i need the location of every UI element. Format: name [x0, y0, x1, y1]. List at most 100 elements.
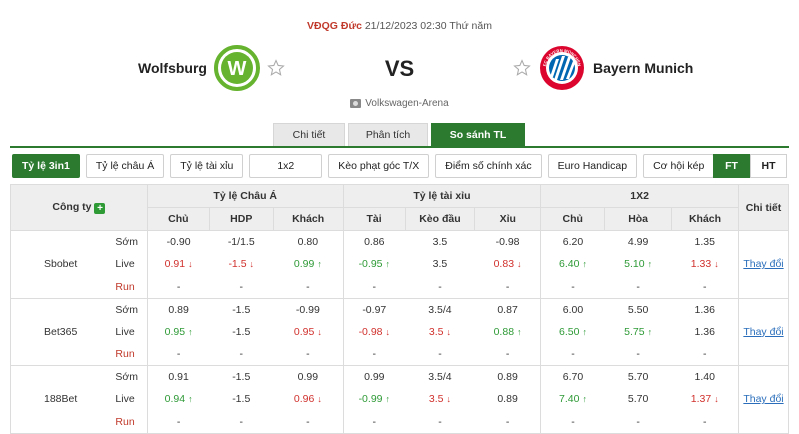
odds-cell: - — [405, 343, 475, 366]
odds-value: 0.94 — [164, 393, 186, 406]
odds-cell: 3.5 ↓ — [405, 388, 475, 411]
odds-cell: -1.5 — [209, 298, 273, 321]
odds-cell: 0.89 — [475, 366, 541, 389]
odds-value: 3.5/4 — [428, 303, 452, 316]
odds-cell: 3.5 — [405, 253, 475, 276]
odds-value: -0.95 — [358, 258, 383, 271]
ht-toggle-button[interactable]: HT — [750, 154, 787, 178]
change-history-link[interactable]: Thay đổi — [743, 258, 784, 271]
odds-filter-bar: Tỷ lệ 3in1 Tỷ lệ châu Á Tỷ lệ tài xỉu 1x… — [12, 154, 715, 178]
odds-cell: 5.75 ↑ — [605, 321, 672, 344]
odds-cell: 0.86 — [342, 230, 405, 253]
odds-cell: - — [146, 343, 210, 366]
odds-value: - — [372, 348, 377, 360]
odds-value: 5.70 — [627, 393, 649, 406]
odds-value: 0.80 — [297, 236, 319, 248]
match-tabs: Chi tiết Phân tích So sánh TL — [273, 123, 525, 146]
odds-value: - — [636, 348, 640, 360]
odds-cell: 3.5/4 — [405, 298, 475, 321]
table-row: Bet365 Sớm 0.89 -1.5 -0.99 -0.97 3.5/4 0.87 6.00… — [10, 298, 790, 366]
odds-cell: -0.90 — [146, 230, 210, 253]
favorite-star-icon[interactable] — [513, 59, 531, 77]
col-header: HDP — [208, 207, 274, 231]
arrow-up-icon: ↑ — [582, 326, 587, 337]
detail-cell: Thay đổi — [737, 365, 790, 434]
change-history-link[interactable]: Thay đổi — [743, 325, 784, 338]
filter-euro-handicap-button[interactable]: Euro Handicap — [547, 154, 638, 178]
odds-value: 3.5 — [432, 236, 448, 248]
odds-cell: 0.88 ↑ — [475, 321, 541, 344]
detail-cell: Thay đổi — [737, 298, 790, 366]
odds-value: -1.5 — [232, 325, 251, 338]
odds-cell: 0.91 — [146, 365, 210, 388]
tab-phan-tich[interactable]: Phân tích — [348, 123, 428, 146]
tab-so-sanh-tl[interactable]: So sánh TL — [431, 123, 525, 146]
odds-value: -0.98 — [495, 236, 520, 248]
away-team-name[interactable]: Bayern Munich — [593, 60, 694, 76]
odds-value: 7.40 — [559, 393, 580, 406]
company-name: Bet365 — [10, 298, 106, 366]
filter-over-under-button[interactable]: Tỷ lệ tài xỉu — [170, 154, 244, 178]
filter-1x2-button[interactable]: 1x2 — [249, 154, 323, 178]
filter-asian-button[interactable]: Tỷ lệ châu Á — [85, 154, 165, 178]
odds-cell: - — [604, 343, 672, 366]
col-header: Kèo đầu — [404, 207, 476, 231]
arrow-up-icon: ↑ — [582, 394, 587, 405]
arrow-up-icon: ↑ — [647, 259, 653, 270]
odds-cell: - — [342, 343, 405, 366]
odds-cell: 0.99 — [273, 366, 343, 389]
period-toggle: FT HT — [713, 154, 787, 178]
odds-value: 4.99 — [627, 236, 649, 248]
odds-value: 0.86 — [364, 236, 385, 248]
odds-cell: 0.83 ↓ — [475, 253, 541, 276]
odds-value: 6.50 — [559, 325, 580, 338]
odds-cell: 7.40 ↑ — [540, 388, 605, 411]
odds-value: -0.98 — [358, 325, 383, 338]
arrow-down-icon: ↓ — [317, 394, 322, 405]
filter-corner-button[interactable]: Kèo phạt góc T/X — [328, 154, 430, 178]
odds-value: 0.89 — [497, 393, 518, 406]
league-name[interactable]: VĐQG Đức — [307, 20, 362, 32]
table-row: Live 0.94 ↑ -1.5 0.96 ↓ -0.99 ↑ 3.5 ↓ 0.89 7.40 ↑ 5.7… — [11, 388, 789, 411]
odds-cell: -1.5 — [209, 321, 273, 344]
odds-cell: -0.99 ↑ — [342, 388, 405, 411]
filter-correct-score-button[interactable]: Điểm số chính xác — [435, 154, 542, 178]
arrow-up-icon: ↑ — [188, 394, 193, 405]
odds-cell: 0.87 — [475, 298, 541, 321]
odds-cell: 1.35 — [672, 231, 739, 254]
bayern-munich-logo-icon: FC BAYERN MÜNCHEN — [540, 46, 584, 90]
ft-toggle-button[interactable]: FT — [713, 154, 750, 178]
filter-double-chance-button[interactable]: Cơ hội kép — [643, 154, 715, 178]
arrow-up-icon: ↑ — [517, 326, 522, 337]
odds-value: - — [372, 280, 377, 293]
arrow-up-icon: ↑ — [385, 259, 391, 270]
odds-value: 1.36 — [694, 325, 715, 338]
arrow-up-icon: ↑ — [317, 259, 322, 270]
odds-cell: 5.10 ↑ — [605, 253, 672, 276]
odds-value: - — [239, 348, 243, 360]
arrow-up-icon: ↑ — [582, 259, 587, 270]
odds-cell: - — [209, 343, 274, 366]
home-team-name[interactable]: Wolfsburg — [138, 60, 207, 76]
arrow-up-icon: ↑ — [385, 394, 391, 405]
odds-cell: - — [474, 275, 541, 299]
venue: Volkswagen-Arena — [0, 98, 799, 111]
odds-row-type: Sớm — [115, 303, 139, 316]
col-header: Chủ — [540, 207, 606, 231]
odds-cell: 0.89 — [146, 298, 210, 321]
filter-3in1-button[interactable]: Tỷ lệ 3in1 — [12, 154, 80, 178]
odds-value: 3.5 — [428, 393, 444, 406]
odds-value: - — [571, 348, 575, 360]
arrow-down-icon: ↓ — [249, 259, 255, 270]
odds-value: - — [438, 348, 442, 360]
favorite-star-icon[interactable] — [267, 59, 285, 77]
change-history-link[interactable]: Thay đổi — [743, 393, 784, 406]
odds-value: -0.90 — [166, 236, 191, 248]
odds-value: - — [239, 280, 243, 293]
odds-value: 1.35 — [694, 236, 715, 248]
tab-chi-tiet[interactable]: Chi tiết — [273, 123, 345, 146]
odds-cell: 6.00 — [540, 298, 605, 321]
odds-cell: 3.5 — [405, 231, 475, 254]
add-company-icon[interactable]: + — [94, 203, 106, 214]
col-header: Chủ — [146, 207, 210, 231]
